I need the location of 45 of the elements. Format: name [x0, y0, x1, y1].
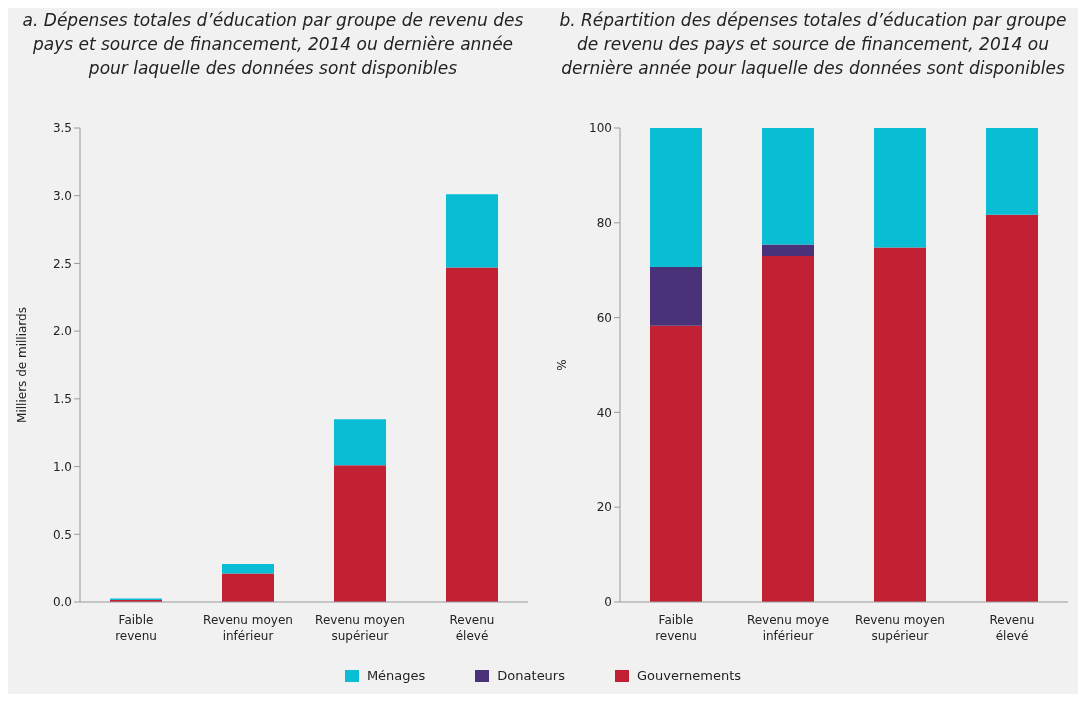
y-tick-label: 2.0	[52, 324, 72, 339]
y-tick-label: 2.5	[52, 256, 72, 271]
legend-label: Donateurs	[496, 668, 565, 683]
y-axis-title: %	[555, 359, 570, 371]
x-tick-label: Faible revenu	[115, 613, 157, 643]
y-tick-label: 20	[596, 500, 612, 515]
bar	[762, 128, 814, 245]
bar	[446, 267, 498, 602]
legend-label: Gouvernements	[636, 668, 742, 683]
bar	[446, 194, 498, 268]
y-tick-label: 3.0	[52, 188, 72, 203]
bar	[650, 128, 702, 267]
y-tick-label: 0	[604, 595, 612, 610]
y-tick-label: 40	[596, 405, 612, 420]
y-tick-label: 1.0	[52, 459, 72, 474]
y-tick-label: 3.5	[52, 121, 72, 136]
x-tick-label: Faible revenu	[655, 613, 697, 643]
bar	[986, 128, 1038, 215]
bar	[222, 573, 274, 602]
chart-title: b. Répartition des dépenses totales d’éducation par groupe de revenu des pays et source de financement, 2014 ou dernière année pour laquelle des données sont disponibles	[558, 9, 1068, 80]
y-axis-title: Milliers de milliards	[15, 307, 30, 423]
y-tick-label: 100	[589, 121, 612, 136]
bar	[334, 465, 386, 602]
bar	[874, 247, 926, 602]
chart-title: a. Dépenses totales d’éducation par groupe de revenu des pays et source de financement, 2014 ou dernière année pour laquelle des données sont disponibles	[21, 9, 525, 80]
x-tick-label: Revenu moyen supérieur	[315, 613, 405, 643]
bar	[874, 128, 926, 248]
bar	[650, 266, 702, 326]
y-tick-label: 80	[596, 216, 612, 231]
y-tick-label: 60	[596, 310, 612, 325]
bar	[762, 244, 814, 256]
bar	[650, 325, 702, 602]
x-tick-label: Revenu moyen supérieur	[855, 613, 945, 643]
y-tick-label: 1.5	[52, 392, 72, 407]
x-tick-label: Revenu moyen inférieur	[203, 613, 293, 643]
bar	[986, 214, 1038, 602]
legend-label: Ménages	[365, 668, 426, 683]
x-tick-label: Revenu élevé	[989, 613, 1035, 643]
bar	[222, 564, 274, 574]
x-tick-label: Revenu moye inférieur	[746, 613, 830, 643]
x-tick-label: Revenu élevé	[449, 613, 495, 643]
y-tick-label: 0.5	[52, 527, 72, 542]
y-tick-label: 0.0	[52, 595, 72, 610]
bar	[334, 419, 386, 466]
bar	[762, 255, 814, 602]
